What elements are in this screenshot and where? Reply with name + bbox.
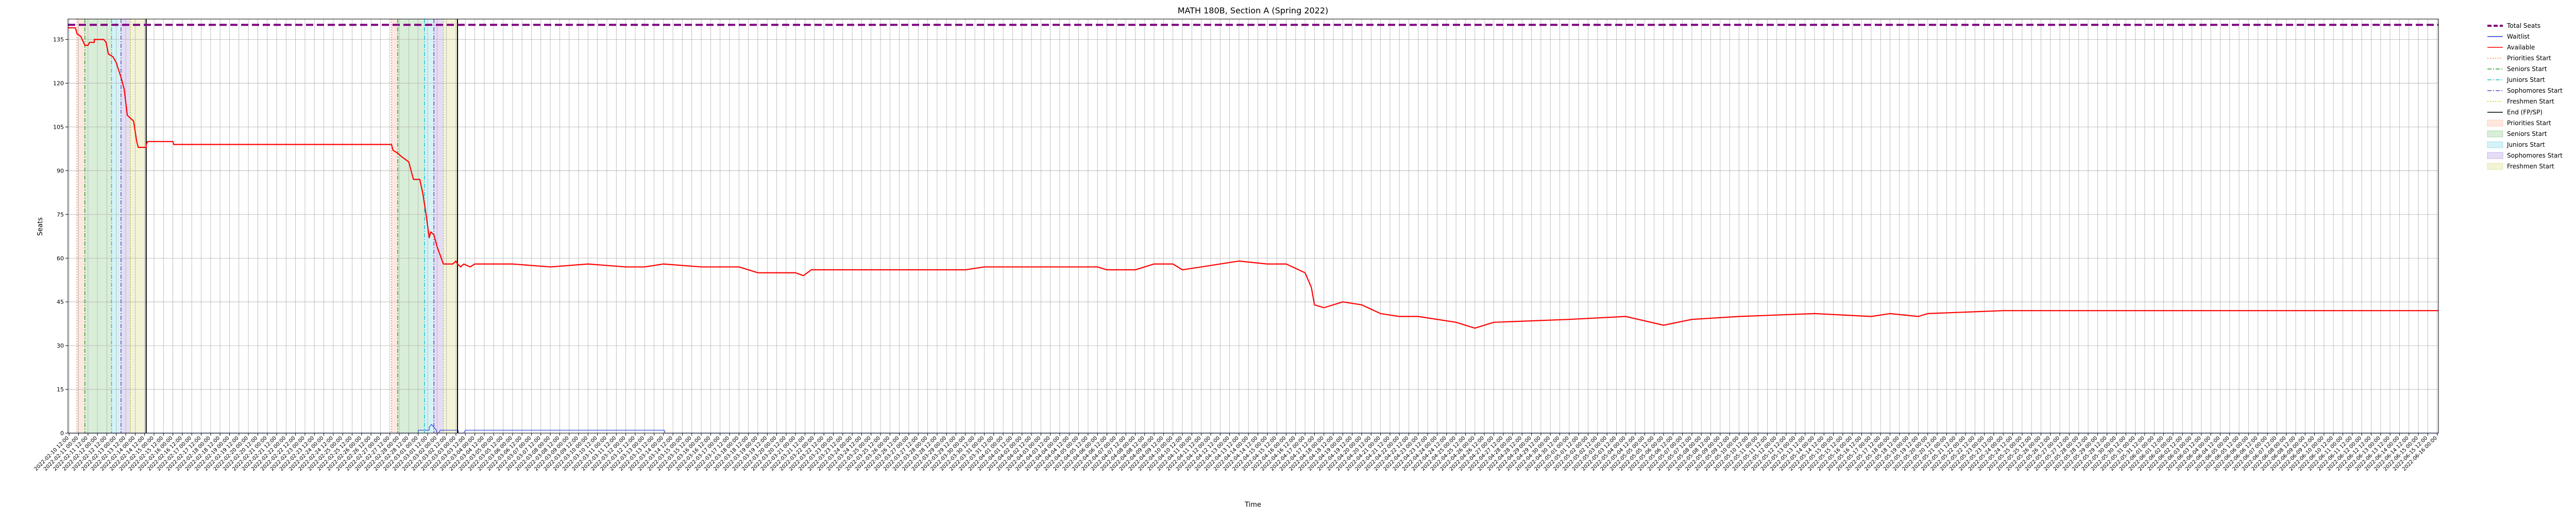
series-available [68, 27, 2438, 329]
y-tick-label-75: 75 [57, 211, 64, 218]
legend-item-9: Priorities Start [2487, 119, 2551, 127]
legend-item-10: Seniors Start [2487, 130, 2547, 138]
y-tick-label-135: 135 [53, 37, 64, 43]
legend-item-3: Priorities Start [2487, 55, 2551, 62]
legend-item-5: Juniors Start [2487, 76, 2545, 83]
legend-swatch-10 [2487, 130, 2503, 138]
band-juniors-2 [424, 19, 434, 433]
legend-item-1: Waitlist [2487, 33, 2530, 40]
legend-swatch-9 [2487, 119, 2503, 127]
legend-label-8: End (FP/SP) [2507, 109, 2543, 116]
legend: Total Seats Waitlist Available Priorities S… [2487, 22, 2563, 170]
legend-item-2: Available [2487, 44, 2535, 51]
legend-item-12: Sophomores Start [2487, 152, 2563, 159]
plot-frame [67, 19, 2439, 434]
legend-item-4: Seniors Start [2487, 65, 2547, 73]
legend-label-13: Freshmen Start [2507, 163, 2554, 170]
legend-swatch-11 [2487, 141, 2503, 148]
band-seniors-1 [84, 19, 112, 433]
legend-label-7: Freshmen Start [2507, 98, 2554, 105]
legend-item-13: Freshmen Start [2487, 163, 2554, 170]
legend-label-6: Sophomores Start [2507, 87, 2563, 94]
legend-label-1: Waitlist [2507, 33, 2530, 40]
x-axis-label: Time [1244, 501, 1261, 509]
registration-period-bands [77, 19, 458, 433]
legend-label-0: Total Seats [2506, 22, 2540, 29]
legend-label-4: Seniors Start [2507, 65, 2547, 73]
legend-label-5: Juniors Start [2506, 76, 2545, 83]
band-seniors-2 [398, 19, 425, 433]
y-tick-label-60: 60 [57, 255, 64, 262]
y-tick-label-15: 15 [57, 386, 64, 393]
legend-label-9: Priorities Start [2507, 119, 2551, 127]
legend-label-12: Sophomores Start [2507, 152, 2563, 159]
y-tick-label-30: 30 [57, 342, 64, 349]
band-freshmen-2 [443, 19, 458, 433]
legend-item-0: Total Seats [2487, 22, 2540, 29]
y-tick-label-0: 0 [60, 430, 64, 437]
legend-label-11: Juniors Start [2506, 141, 2545, 148]
legend-label-10: Seniors Start [2507, 130, 2547, 138]
y-tick-label-120: 120 [53, 80, 64, 87]
legend-item-8: End (FP/SP) [2487, 109, 2543, 116]
y-tick-label-45: 45 [57, 299, 64, 305]
band-sophomores-2 [434, 19, 444, 433]
band-freshmen-1 [130, 19, 146, 433]
legend-label-3: Priorities Start [2507, 55, 2551, 62]
chart-title: MATH 180B, Section A (Spring 2022) [1178, 6, 1329, 15]
legend-label-2: Available [2507, 44, 2535, 51]
period-start-lines [76, 19, 459, 433]
legend-swatch-12 [2487, 152, 2503, 159]
legend-item-7: Freshmen Start [2487, 98, 2554, 105]
legend-item-6: Sophomores Start [2487, 87, 2563, 94]
legend-item-11: Juniors Start [2487, 141, 2545, 148]
band-priorities-2 [391, 19, 398, 433]
y-tick-label-105: 105 [53, 124, 64, 130]
y-axis-ticks: 0 15 30 45 60 75 90 105 120 135 [53, 37, 68, 437]
legend-swatch-13 [2487, 163, 2503, 170]
band-priorities-1 [77, 19, 85, 433]
y-axis-label: Seats [37, 217, 44, 236]
y-tick-label-90: 90 [57, 167, 64, 174]
